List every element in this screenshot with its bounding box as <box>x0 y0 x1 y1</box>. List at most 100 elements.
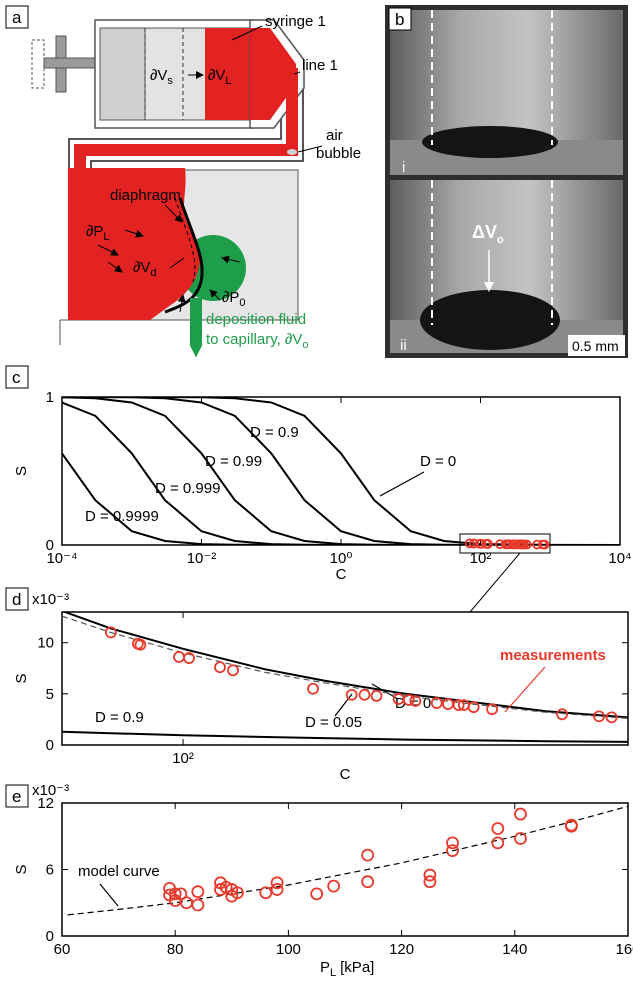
leader <box>505 667 545 712</box>
data-point <box>181 897 192 908</box>
symbol: ΔV <box>472 222 497 242</box>
plunger-head <box>100 28 145 120</box>
x-tick-label: 10⁰ <box>330 550 353 567</box>
y-multiplier: x10⁻³ <box>32 591 69 608</box>
leader <box>380 472 424 496</box>
y-tick-label: 1 <box>46 389 54 406</box>
x-tick-label: 100 <box>276 941 301 958</box>
page: syringe 1 line 1 air bubble ∂Vs ∂VL diap… <box>0 0 633 986</box>
data-point <box>311 888 322 899</box>
panel-letter: d <box>12 590 21 609</box>
symbol: ∂P <box>222 289 239 306</box>
data-point <box>492 823 503 834</box>
subscript: d <box>150 267 156 279</box>
x-tick-label: 10⁴ <box>608 550 631 567</box>
air-bubble <box>287 149 297 155</box>
label-ii: ii <box>400 337 407 354</box>
y-tick-label: 0 <box>46 537 54 554</box>
data-point <box>328 881 339 892</box>
y-multiplier: x10⁻³ <box>32 782 69 799</box>
symbol: ∂P <box>86 223 103 240</box>
symbol: ∂V <box>150 67 167 84</box>
panel-letter: b <box>395 10 404 29</box>
y-tick-label: 6 <box>46 862 54 879</box>
data-point <box>192 899 203 910</box>
leader <box>100 884 118 906</box>
series-line <box>62 611 628 717</box>
data-point <box>492 837 503 848</box>
figure: syringe 1 line 1 air bubble ∂Vs ∂VL diap… <box>0 0 633 981</box>
annotation: measurements <box>500 647 606 664</box>
data-point <box>424 876 435 887</box>
model-curve <box>68 806 628 915</box>
label-fluid: to capillary, ∂Vo <box>206 331 308 351</box>
annotation: model curve <box>78 863 160 880</box>
series-label: D = 0.99 <box>205 453 262 470</box>
data-point <box>174 652 184 662</box>
series-label: D = 0.999 <box>155 480 220 497</box>
text: to capillary, ∂V <box>206 331 302 348</box>
subscript: 0 <box>239 297 245 309</box>
symbol: P <box>320 959 330 976</box>
meniscus <box>422 126 558 158</box>
panel-letter: e <box>12 787 21 806</box>
subscript: L <box>103 231 109 243</box>
x-tick-label: 160 <box>615 941 633 958</box>
data-point <box>362 876 373 887</box>
x-axis-label: C <box>336 566 347 583</box>
data-point <box>272 884 283 895</box>
series-label: D = 0 <box>420 453 456 470</box>
panel-letter: a <box>12 8 22 27</box>
series-label: D = 0.05 <box>305 714 362 731</box>
y-tick-label: 0 <box>46 737 54 754</box>
subscript: s <box>167 75 173 87</box>
subscript: L <box>225 75 231 87</box>
label-line: line 1 <box>302 57 338 74</box>
y-tick-label: 0 <box>46 928 54 945</box>
subscript: L <box>330 967 336 979</box>
series-line <box>62 732 628 742</box>
data-point <box>228 665 238 675</box>
x-tick-label: 140 <box>502 941 527 958</box>
series-label: D = 0.9 <box>250 424 299 441</box>
chart: 10²0510SCx10⁻³D = 0D = 0.05D = 0.9measur… <box>13 591 628 783</box>
symbol: ∂V <box>208 67 225 84</box>
label-i: i <box>402 159 405 176</box>
chart: 60801001201401600612SPL[kPa]x10⁻³model c… <box>13 782 633 979</box>
x-tick-label: 10² <box>172 750 194 767</box>
label-diaphragm: diaphragm <box>110 187 181 204</box>
y-axis-label: S <box>13 673 30 683</box>
subscript: o <box>302 339 308 351</box>
x-tick-label: 120 <box>389 941 414 958</box>
x-tick-label: 10² <box>470 550 492 567</box>
outlet <box>190 298 202 346</box>
data-point <box>362 850 373 861</box>
x-tick-label: 80 <box>167 941 184 958</box>
y-axis-label: S <box>13 466 30 476</box>
data-point <box>515 809 526 820</box>
series-label: D = 0.9 <box>95 709 144 726</box>
capillary <box>390 10 623 140</box>
y-tick-label: 10 <box>37 635 54 652</box>
plunger-rod <box>44 58 100 68</box>
panel-letter: c <box>12 368 21 387</box>
diagram: syringe 1 line 1 air bubble ∂Vs ∂VL diap… <box>32 13 361 356</box>
symbol: ∂V <box>133 259 150 276</box>
data-point <box>308 684 318 694</box>
meniscus <box>420 290 560 350</box>
series-label: D = 0.9999 <box>85 508 159 525</box>
y-tick-label: 5 <box>46 686 54 703</box>
subscript: o <box>497 234 504 246</box>
x-axis-label: PL[kPa] <box>320 959 374 979</box>
photo: i ii ΔVo 0.5 mm <box>385 5 628 358</box>
data-point <box>215 662 225 672</box>
data-point <box>372 691 382 701</box>
label-syringe: syringe 1 <box>265 13 326 30</box>
data-point <box>260 887 271 898</box>
x-tick-label: 10⁻² <box>187 550 217 567</box>
leader <box>335 694 352 716</box>
label-bubble: air <box>326 127 343 144</box>
data-point <box>192 886 203 897</box>
data-point <box>360 690 370 700</box>
